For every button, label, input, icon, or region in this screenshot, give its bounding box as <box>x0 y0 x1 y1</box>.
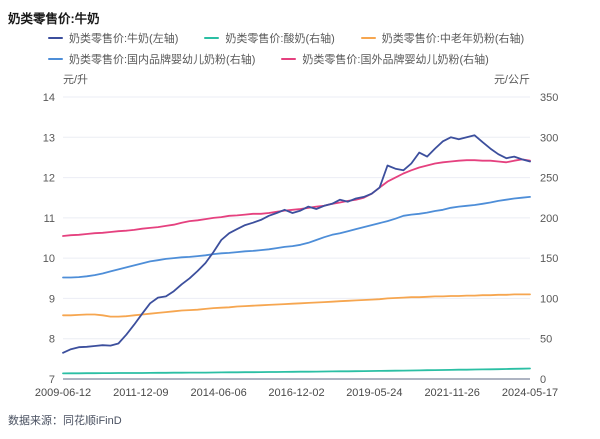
legend-item-2[interactable]: 奶类零售价:中老年奶粉(右轴) <box>360 30 525 46</box>
legend-line-marker <box>48 57 63 61</box>
left-axis-tick: 13 <box>43 132 55 144</box>
x-axis-tick: 2014-06-06 <box>191 387 247 399</box>
x-axis-tick: 2016-12-02 <box>268 387 324 399</box>
right-axis-tick: 150 <box>540 253 558 265</box>
series-line-4 <box>62 158 531 237</box>
x-axis-tick: 2021-11-26 <box>424 387 479 399</box>
legend-item-4[interactable]: 奶类零售价:国外品牌婴幼儿奶粉(右轴) <box>281 51 489 67</box>
left-axis-tick: 8 <box>49 334 55 346</box>
right-axis-tick: 300 <box>540 132 558 144</box>
chart-title: 奶类零售价:牛奶 <box>8 12 100 26</box>
left-axis-unit-label: 元/升 <box>63 74 89 86</box>
legend-item-0[interactable]: 奶类零售价:牛奶(左轴) <box>48 30 178 46</box>
right-axis-unit-label: 元/公斤 <box>493 74 530 86</box>
right-axis-tick: 350 <box>540 92 558 104</box>
x-axis-tick: 2009-06-12 <box>35 387 91 399</box>
legend-line-marker <box>360 36 376 40</box>
legend-line-marker <box>281 57 297 61</box>
left-axis-tick: 10 <box>43 253 55 265</box>
left-axis-tick: 9 <box>49 293 55 305</box>
right-axis-tick: 250 <box>540 173 558 185</box>
legend-line-marker <box>48 36 63 40</box>
legend-row: 奶类零售价:牛奶(左轴) 奶类零售价:酸奶(右轴) 奶类零售价:中老年奶粉(右轴) <box>48 30 524 46</box>
legend-label: 奶类零售价:中老年奶粉(右轴) <box>381 33 525 45</box>
series-line-0 <box>62 134 531 354</box>
series-line-1 <box>62 367 531 375</box>
series-line-3 <box>62 195 531 279</box>
x-axis-tick: 2011-12-09 <box>113 387 168 399</box>
legend-item-1[interactable]: 奶类零售价:酸奶(右轴) <box>204 30 335 46</box>
x-axis-tick: 2019-05-24 <box>346 387 402 399</box>
legend-row: 奶类零售价:国内品牌婴幼儿奶粉(右轴) 奶类零售价:国外品牌婴幼儿奶粉(右轴) <box>48 51 524 67</box>
legend: 奶类零售价:牛奶(左轴) 奶类零售价:酸奶(右轴) 奶类零售价:中老年奶粉(右轴) 奶… <box>48 30 524 72</box>
legend-label: 奶类零售价:酸奶(右轴) <box>225 33 335 45</box>
legend-line-marker <box>204 36 220 40</box>
series-line-2 <box>62 293 531 318</box>
legend-label: 奶类零售价:牛奶(左轴) <box>69 33 179 45</box>
legend-label: 奶类零售价:国外品牌婴幼儿奶粉(右轴) <box>302 54 489 66</box>
data-source: 数据来源：同花顺iFinD <box>8 415 122 427</box>
left-axis-tick: 11 <box>44 213 55 225</box>
legend-item-3[interactable]: 奶类零售价:国内品牌婴幼儿奶粉(右轴) <box>48 51 255 67</box>
right-axis-tick: 0 <box>540 374 546 386</box>
legend-label: 奶类零售价:国内品牌婴幼儿奶粉(右轴) <box>69 54 256 66</box>
right-axis-tick: 200 <box>540 213 558 225</box>
left-axis-tick: 7 <box>49 374 55 386</box>
left-axis-tick: 14 <box>43 92 55 104</box>
right-axis-tick: 50 <box>540 334 552 346</box>
x-axis-tick: 2024-05-17 <box>502 387 558 399</box>
right-axis-tick: 100 <box>540 293 558 305</box>
left-axis-tick: 12 <box>43 173 55 185</box>
